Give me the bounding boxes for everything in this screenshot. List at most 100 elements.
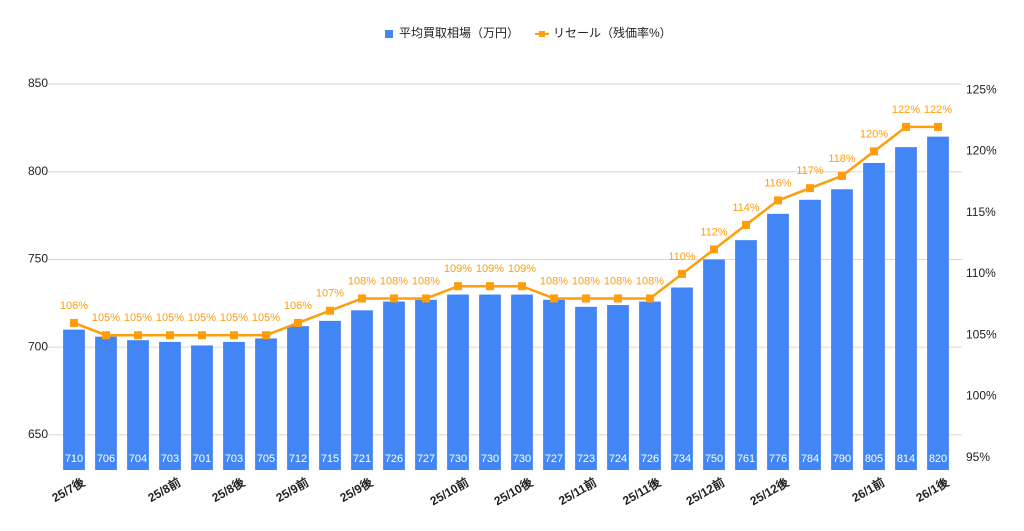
data-label: 750 (705, 453, 723, 465)
data-label: 712 (289, 453, 307, 465)
data-label: 108% (348, 275, 376, 287)
data-label: 730 (449, 453, 467, 465)
data-label: 118% (828, 153, 856, 165)
data-label: 108% (412, 275, 440, 287)
bar (607, 305, 629, 470)
data-label: 107% (316, 288, 344, 300)
data-label: 706 (97, 453, 115, 465)
line-point (742, 220, 750, 229)
line-point (454, 282, 462, 291)
line-point (870, 147, 878, 156)
data-label: 704 (129, 453, 147, 465)
line-point (838, 171, 846, 180)
data-label: 726 (641, 453, 659, 465)
line-point (678, 269, 686, 278)
data-label: 108% (540, 275, 568, 287)
x-tick-label: 25/11前 (556, 474, 599, 508)
x-tick-label: 25/10後 (491, 474, 536, 509)
line-point (710, 245, 718, 254)
data-label: 724 (609, 453, 627, 465)
data-label: 108% (380, 275, 408, 287)
bar (447, 294, 469, 470)
legend-label: 平均買取相場（万円） (399, 26, 519, 40)
y2-tick-label: 115% (966, 205, 996, 219)
data-label: 705 (257, 453, 275, 465)
x-tick-label: 25/8前 (145, 474, 183, 505)
line-point (166, 331, 174, 340)
bar (927, 136, 949, 471)
bar (287, 326, 309, 470)
bar (95, 336, 117, 470)
data-label: 106% (60, 300, 88, 312)
data-label: 109% (444, 263, 472, 275)
data-label: 726 (385, 453, 403, 465)
data-label: 109% (508, 263, 536, 275)
line-point (262, 331, 270, 340)
data-label: 776 (769, 453, 787, 465)
bar (479, 294, 501, 470)
bar (127, 340, 149, 470)
legend-swatch (385, 30, 393, 38)
data-label: 715 (321, 453, 339, 465)
bar (255, 338, 277, 470)
x-tick-label: 25/8後 (209, 474, 248, 505)
data-label: 727 (545, 453, 563, 465)
y2-tick-label: 100% (966, 389, 997, 403)
data-label: 703 (161, 453, 179, 465)
data-label: 108% (604, 275, 632, 287)
bar (863, 162, 885, 471)
bar (159, 341, 181, 470)
line-point (902, 122, 910, 131)
data-label: 122% (924, 104, 952, 116)
line-point (358, 294, 366, 303)
bar (351, 310, 373, 470)
y-tick-label: 650 (28, 427, 48, 441)
data-label: 105% (220, 312, 248, 324)
data-label: 790 (833, 453, 851, 465)
line (73, 125, 938, 337)
bar (383, 301, 405, 470)
bar (767, 213, 789, 470)
x-tick-label: 26/1後 (913, 474, 952, 505)
data-label: 703 (225, 453, 243, 465)
data-label: 112% (700, 226, 728, 238)
line-point (774, 196, 782, 205)
data-label: 730 (513, 453, 531, 465)
data-label: 727 (417, 453, 435, 465)
data-label: 820 (929, 453, 947, 465)
line-point (326, 306, 334, 315)
line-point (550, 294, 558, 303)
data-label: 814 (897, 453, 915, 465)
x-tick-label: 25/9後 (337, 474, 376, 505)
line-point (934, 122, 942, 131)
data-label: 122% (892, 104, 920, 116)
data-label: 105% (252, 312, 280, 324)
y-tick-label: 800 (28, 164, 48, 178)
bar (511, 294, 533, 470)
line-point (70, 318, 78, 327)
bar (543, 299, 565, 470)
data-label: 784 (801, 453, 819, 465)
legend-swatch (539, 31, 546, 37)
line-point (486, 282, 494, 291)
bar (319, 320, 341, 470)
data-label: 730 (481, 453, 499, 465)
data-label: 106% (284, 300, 312, 312)
bar (799, 199, 821, 471)
x-tick-label: 25/11後 (620, 474, 664, 508)
line-point (518, 282, 526, 291)
bar (831, 189, 853, 471)
data-label: 721 (353, 453, 371, 465)
data-label: 734 (673, 453, 691, 465)
x-tick-label: 25/7後 (49, 474, 88, 505)
data-label: 117% (796, 165, 824, 177)
line-point (230, 331, 238, 340)
data-label: 108% (636, 275, 664, 287)
bar (575, 306, 597, 470)
data-label: 105% (156, 312, 184, 324)
data-label: 761 (737, 453, 755, 465)
bar (639, 301, 661, 470)
data-label: 110% (668, 251, 696, 263)
y2-tick-label: 120% (966, 144, 997, 158)
y2-tick-label: 110% (966, 266, 996, 280)
